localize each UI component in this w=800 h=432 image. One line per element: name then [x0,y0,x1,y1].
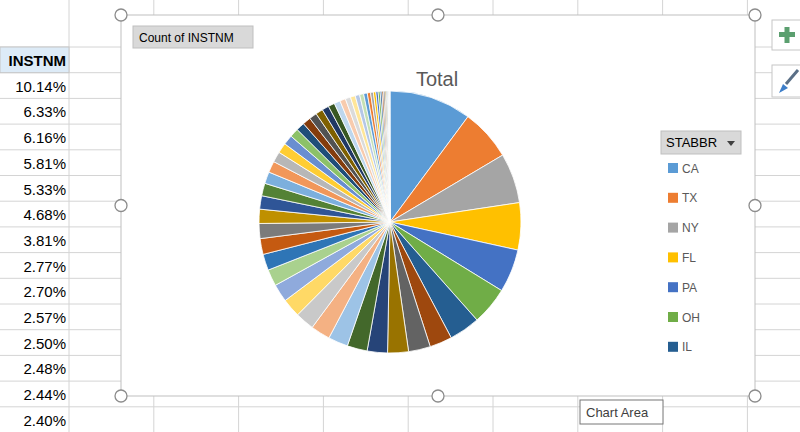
legend-label: OH [682,311,700,325]
cell-text: 2.50% [23,335,66,352]
tooltip-text: Chart Area [586,405,649,420]
legend-swatch [668,223,678,233]
legend: STABBR CA TX NY FL PA OH IL [661,131,741,354]
cell-text: 5.33% [23,181,66,198]
pie-slice[interactable] [389,91,390,222]
field-button-label: Count of INSTNM [139,31,234,45]
chart-area[interactable] [121,15,755,396]
legend-label: FL [682,251,696,265]
pie-slice[interactable] [387,91,390,222]
resize-handle[interactable] [115,390,127,402]
resize-handle[interactable] [749,200,761,212]
legend-swatch [668,282,678,292]
legend-swatch [668,252,678,262]
cell-text: 2.77% [23,258,66,275]
pie-slice[interactable] [384,91,390,222]
cell-text: 2.44% [23,386,66,403]
pie-slice[interactable] [382,91,390,222]
legend-label: TX [682,191,697,205]
resize-handle[interactable] [749,390,761,402]
resize-handle[interactable] [432,9,444,21]
pie-slice[interactable] [388,222,409,353]
legend-filter-button[interactable] [661,131,741,154]
brush-icon [786,70,798,84]
legend-swatch [668,193,678,203]
plot [259,91,521,353]
resize-handle[interactable] [115,9,127,21]
screen: INSTNM 10.14% 6.33% 6.16% 5.81% 5.33% 4.68% 3.8… [0,0,800,432]
legend-swatch [668,163,678,173]
cell-text: 3.81% [23,232,66,249]
sheet-grid [0,0,800,432]
cell-text: 2.70% [23,283,66,300]
cell-text: 4.68% [23,206,66,223]
field-button[interactable] [133,26,253,48]
chart-title: Total [416,68,458,90]
resize-handle[interactable] [115,200,127,212]
column-header: INSTNM [9,52,67,69]
cell-text: 2.57% [23,309,66,326]
legend-label: NY [682,221,699,235]
pie-slice[interactable] [376,92,390,222]
pie-slice[interactable] [378,91,390,222]
legend-title: STABBR [666,135,717,150]
legend-label: PA [682,281,697,295]
cells: 10.14% 6.33% 6.16% 5.81% 5.33% 4.68% 3.81% 2.77… [15,78,66,429]
pie-slice[interactable] [386,91,390,222]
chart-styles-button[interactable] [772,65,800,97]
pie-slice[interactable] [380,91,390,222]
cell-text: 6.16% [23,129,66,146]
dropdown-arrow [727,141,735,146]
resize-handle[interactable] [749,9,761,21]
resize-handle[interactable] [432,390,444,402]
header-cell[interactable] [0,47,69,73]
pie-slice[interactable] [389,91,390,222]
brush-tip [779,84,788,93]
pie-slice[interactable] [259,222,390,239]
cell-text: 5.81% [23,155,66,172]
pie-slice[interactable] [388,91,390,222]
legend-swatch [668,342,678,352]
plus-icon-v [785,27,790,43]
cell-text: 2.48% [23,360,66,377]
cell-text: 10.14% [15,78,66,95]
legend-swatch [668,312,678,322]
cell-text: 6.33% [23,103,66,120]
tooltip-box [580,400,663,424]
grid-row [0,406,800,407]
selection-handles [115,9,761,402]
legend-label: IL [682,340,692,354]
cell-text: 2.40% [23,412,66,429]
pie-slice[interactable] [373,92,390,222]
chart-elements-button[interactable] [772,20,800,50]
pie-slice[interactable] [385,91,390,222]
legend-label: CA [682,162,699,176]
